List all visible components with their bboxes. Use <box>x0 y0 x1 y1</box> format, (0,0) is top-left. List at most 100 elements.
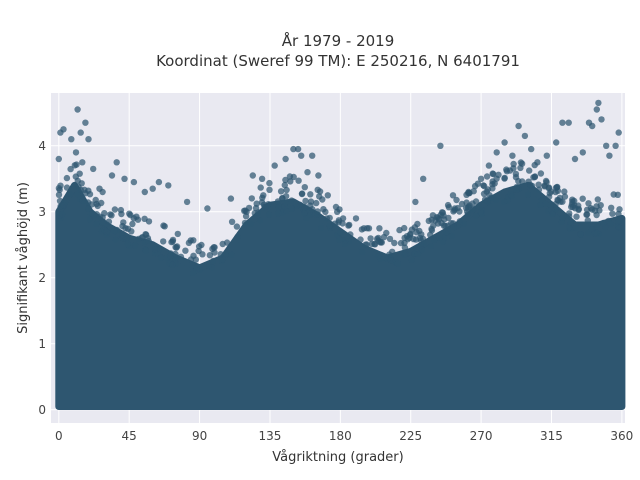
scatter-point <box>294 145 302 153</box>
scatter-point <box>86 216 94 223</box>
scatter-point <box>217 251 224 258</box>
scatter-point <box>598 116 605 123</box>
scatter-point <box>401 244 409 251</box>
scatter-point <box>444 226 452 234</box>
scatter-point <box>594 221 601 228</box>
y-tick-label: 0 <box>38 403 46 417</box>
scatter-point <box>374 252 382 260</box>
scatter-point <box>332 203 340 211</box>
scatter-point <box>434 220 442 227</box>
scatter-point <box>288 197 295 204</box>
scatter-point <box>282 155 289 163</box>
scatter-point <box>169 261 176 268</box>
scatter-point <box>142 247 150 255</box>
scatter-point <box>602 224 609 231</box>
scatter-point <box>579 149 586 156</box>
scatter-point <box>347 231 354 238</box>
scatter-point <box>483 173 491 180</box>
scatter-point <box>131 242 139 249</box>
scatter-point <box>141 188 148 196</box>
scatter-point <box>406 234 413 241</box>
scatter-point <box>477 175 485 182</box>
scatter-point <box>469 200 476 207</box>
scatter-point <box>577 231 584 238</box>
scatter-point <box>295 177 302 184</box>
scatter-point <box>155 178 163 186</box>
scatter-point <box>279 195 286 202</box>
scatter-point <box>579 195 586 202</box>
scatter-point <box>510 165 517 172</box>
scatter-point <box>515 177 522 185</box>
scatter-point <box>491 180 498 187</box>
scatter-point <box>387 257 395 264</box>
scatter-point <box>567 219 574 226</box>
scatter-point <box>260 192 267 199</box>
scatter-point <box>615 224 623 231</box>
scatter-point <box>525 178 532 185</box>
scatter-point <box>172 244 179 251</box>
scatter-point <box>198 241 205 249</box>
scatter-point <box>554 196 561 204</box>
scatter-point <box>107 211 114 218</box>
scatter-point <box>275 203 282 210</box>
scatter-point <box>512 170 520 178</box>
scatter-point <box>145 218 153 225</box>
scatter-point <box>364 225 371 232</box>
y-tick-label: 2 <box>38 271 46 285</box>
scatter-point <box>357 236 364 243</box>
scatter-point <box>571 155 579 163</box>
scatter-point <box>453 196 460 204</box>
scatter-point <box>59 211 66 218</box>
scatter-point <box>428 216 435 223</box>
scatter-point <box>534 159 541 166</box>
scatter-point <box>243 208 250 215</box>
scatter-point <box>281 181 288 189</box>
scatter-point <box>471 205 478 213</box>
scatter-point <box>433 214 441 221</box>
scatter-point <box>55 191 63 198</box>
scatter-point <box>67 190 74 198</box>
scatter-point <box>177 253 185 260</box>
scatter-point <box>112 236 119 243</box>
scatter-point <box>414 250 422 258</box>
scatter-point <box>63 174 71 182</box>
scatter-point <box>298 190 306 198</box>
scatter-point <box>124 240 131 248</box>
scatter-point <box>79 197 87 205</box>
scatter-point <box>210 257 217 265</box>
scatter-point <box>493 149 500 156</box>
scatter-point <box>427 243 435 250</box>
scatter-point <box>485 162 493 169</box>
scatter-point <box>223 250 230 258</box>
scatter-point <box>450 223 457 231</box>
scatter-point <box>117 206 125 214</box>
x-tick-label: 135 <box>259 429 282 443</box>
scatter-point <box>517 164 524 172</box>
scatter-point <box>249 172 256 179</box>
scatter-point <box>185 239 193 247</box>
scatter-point <box>363 241 370 248</box>
scatter-point <box>157 245 164 253</box>
scatter-point <box>389 248 396 255</box>
scatter-point <box>309 206 316 213</box>
scatter-point <box>322 208 329 216</box>
scatter-point <box>252 204 260 212</box>
scatter-point <box>63 184 71 191</box>
scatter-point <box>440 212 447 219</box>
scatter-point <box>74 106 81 113</box>
scatter-points <box>55 99 623 277</box>
scatter-point <box>85 136 92 143</box>
scatter-point <box>103 228 110 235</box>
scatter-point <box>119 222 126 230</box>
scatter-point <box>67 165 74 173</box>
scatter-point <box>495 171 502 178</box>
scatter-point <box>470 188 477 195</box>
scatter-point <box>530 174 537 181</box>
scatter-point <box>262 204 269 211</box>
scatter-point <box>337 229 344 236</box>
scatter-point <box>113 159 120 166</box>
scatter-point <box>483 197 491 204</box>
axis-ticks: 0 45 90 135 180 225 270 315 360 0 1 2 3 4 <box>38 139 633 443</box>
scatter-point <box>281 203 288 210</box>
scatter-point <box>402 251 410 258</box>
